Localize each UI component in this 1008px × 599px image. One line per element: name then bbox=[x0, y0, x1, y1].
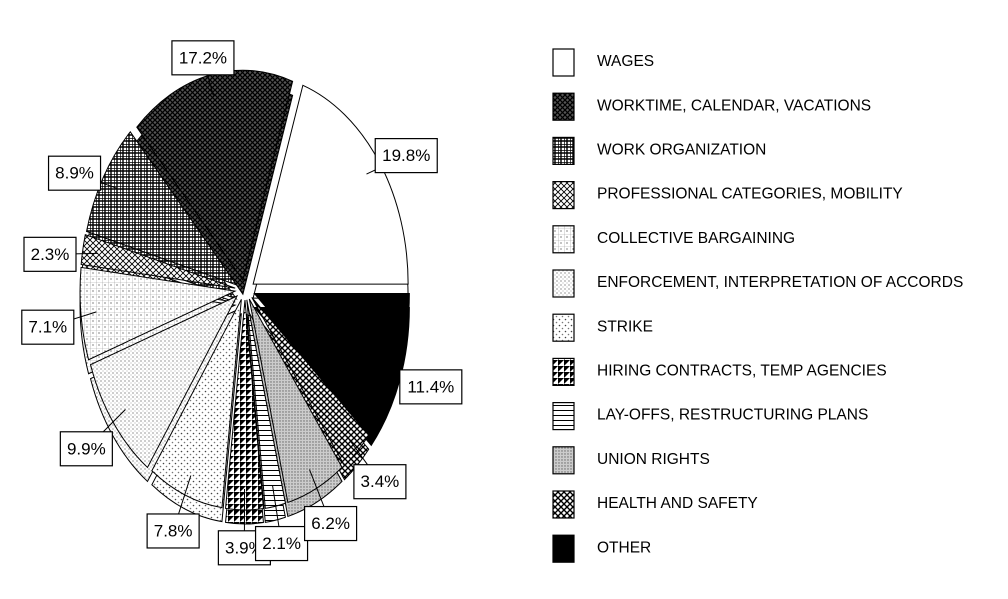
legend-swatch bbox=[552, 534, 575, 563]
data-label: 9.9% bbox=[67, 439, 106, 458]
legend-label: WAGES bbox=[597, 53, 654, 70]
data-label: 8.9% bbox=[55, 164, 94, 183]
legend-label: STRIKE bbox=[597, 318, 653, 335]
legend-label: LAY-OFFS, RESTRUCTURING PLANS bbox=[597, 407, 868, 424]
legend-swatch bbox=[552, 225, 575, 254]
data-label: 11.4% bbox=[407, 377, 454, 396]
label-box bbox=[47, 155, 102, 191]
label-box bbox=[254, 525, 309, 562]
data-label: 7.1% bbox=[28, 318, 67, 337]
data-label: 6.2% bbox=[311, 514, 350, 533]
legend-swatch bbox=[552, 313, 575, 342]
data-label: 2.1% bbox=[262, 534, 301, 553]
data-label: 3.4% bbox=[361, 472, 400, 491]
data-label: 2.3% bbox=[31, 245, 70, 264]
legend-swatch bbox=[552, 136, 575, 165]
legend-label: WORKTIME, CALENDAR, VACATIONS bbox=[597, 97, 871, 114]
legend-label: COLLECTIVE BARGAINING bbox=[597, 230, 795, 247]
slice bbox=[80, 233, 236, 289]
label-box bbox=[374, 138, 438, 174]
legend-swatch bbox=[552, 92, 575, 121]
slice bbox=[79, 266, 237, 361]
slice bbox=[248, 298, 343, 504]
slice bbox=[251, 297, 370, 467]
data-label: 7.8% bbox=[154, 521, 193, 540]
legend-swatch bbox=[552, 181, 575, 210]
legend-label: HEALTH AND SAFETY bbox=[597, 495, 758, 512]
label-box bbox=[21, 309, 75, 345]
data-label: 17.2% bbox=[179, 48, 227, 67]
label-box bbox=[399, 369, 463, 405]
label-box bbox=[59, 431, 113, 467]
slice bbox=[151, 299, 242, 509]
slice bbox=[85, 130, 238, 286]
data-label: 19.8% bbox=[382, 146, 430, 165]
legend-label: WORK ORGANIZATION bbox=[597, 141, 766, 158]
legend-label: UNION RIGHTS bbox=[597, 451, 710, 468]
slice bbox=[253, 293, 410, 433]
label-box bbox=[146, 513, 200, 549]
legend-swatch bbox=[552, 402, 575, 431]
label-box bbox=[353, 464, 407, 500]
legend-swatch bbox=[552, 446, 575, 475]
legend-label: PROFESSIONAL CATEGORIES, MOBILITY bbox=[597, 186, 903, 203]
legend-swatch bbox=[552, 490, 575, 519]
legend-swatch bbox=[552, 48, 575, 77]
legend-label: OTHER bbox=[597, 539, 651, 556]
label-box bbox=[304, 505, 358, 542]
legend-swatch bbox=[552, 357, 575, 386]
label-box bbox=[23, 236, 77, 272]
legend-label: ENFORCEMENT, INTERPRETATION OF ACCORDS bbox=[597, 274, 963, 291]
data-label: 3.9% bbox=[225, 538, 264, 557]
legend-label: HIRING CONTRACTS, TEMP AGENCIES bbox=[597, 362, 887, 379]
label-box bbox=[171, 40, 235, 76]
legend-swatch bbox=[552, 269, 575, 298]
